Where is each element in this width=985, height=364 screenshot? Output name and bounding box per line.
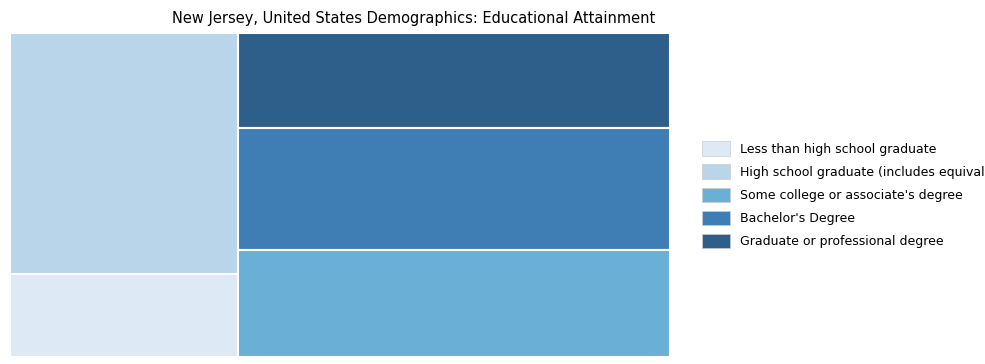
Text: New Jersey, United States Demographics: Educational Attainment: New Jersey, United States Demographics: …	[172, 11, 655, 26]
Legend: Less than high school graduate, High school graduate (includes equivalency), Som: Less than high school graduate, High sch…	[695, 135, 985, 254]
FancyBboxPatch shape	[237, 33, 670, 128]
FancyBboxPatch shape	[237, 128, 670, 250]
FancyBboxPatch shape	[10, 33, 237, 274]
FancyBboxPatch shape	[237, 250, 670, 357]
FancyBboxPatch shape	[10, 274, 237, 357]
